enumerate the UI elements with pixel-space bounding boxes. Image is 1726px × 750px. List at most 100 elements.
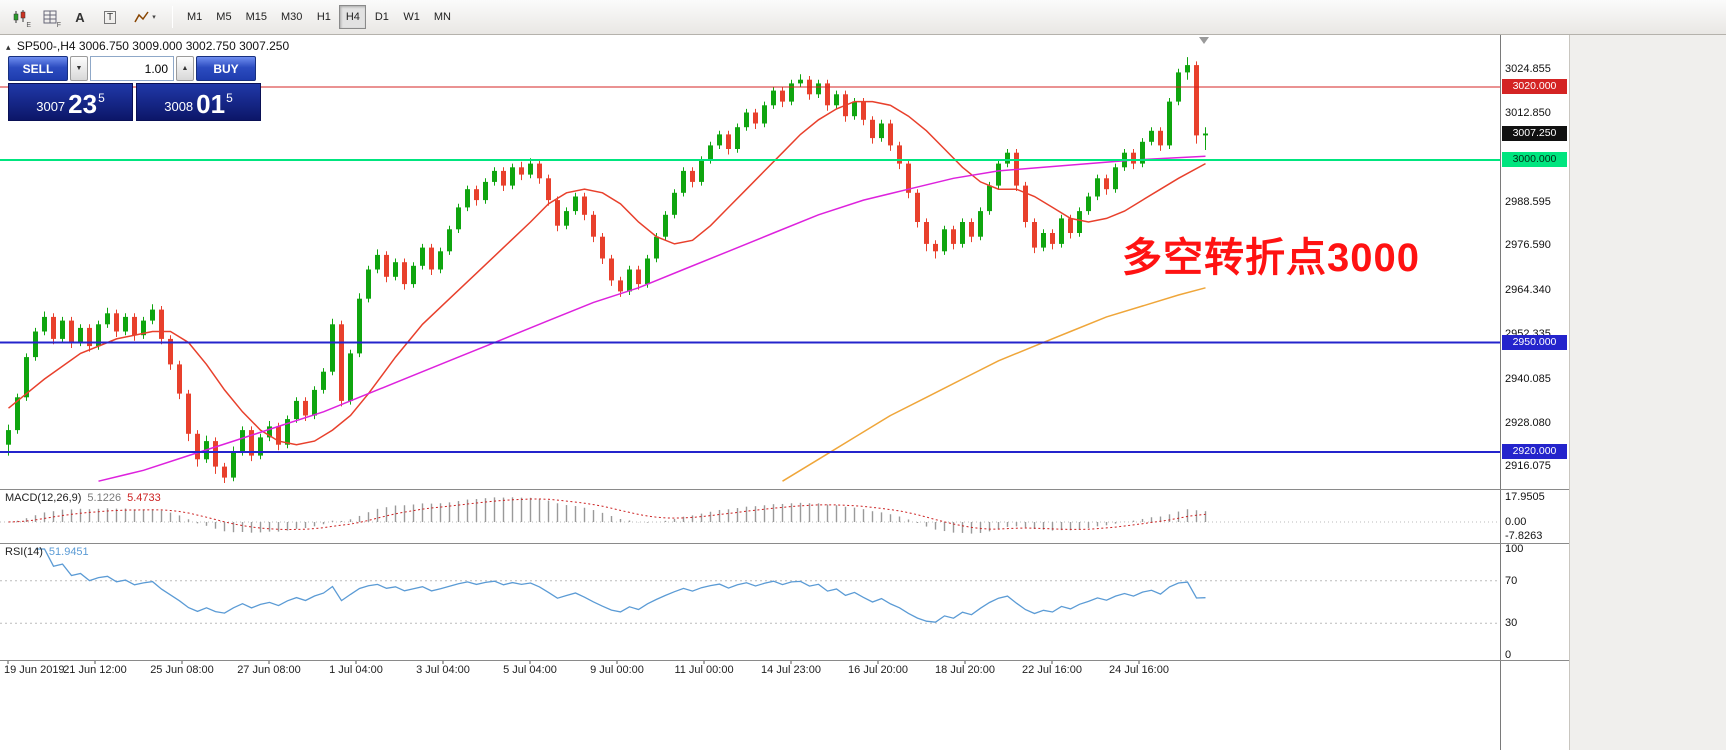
candles-layer [6, 57, 1208, 483]
right-filler-panel [1569, 35, 1726, 750]
timeframe-mn-button[interactable]: MN [428, 5, 457, 29]
timeframe-h1-button[interactable]: H1 [310, 5, 337, 29]
timeframe-h4-button[interactable]: H4 [339, 5, 367, 29]
ohlc-values-label: 3006.750 3009.000 3002.750 3007.250 [78, 39, 290, 53]
pane-separator[interactable] [0, 543, 1569, 544]
timeframe-m1-button[interactable]: M1 [181, 5, 208, 29]
buy-button[interactable]: BUY [196, 56, 256, 81]
pane-separator [0, 660, 1569, 661]
rsi-line [35, 548, 1206, 623]
rsi-tick-label: 0 [1505, 649, 1512, 661]
price-axis[interactable]: 3024.855 3012.850 2988.595 2976.590 2964.340… [1500, 35, 1569, 750]
timeframe-group: M1 M5 M15 M30 H1 H4 D1 W1 MN [181, 5, 457, 29]
subscript-label: F [56, 22, 61, 29]
letter-a-icon: A [75, 9, 85, 25]
chart-region: ▴ SP500-,H4 3006.750 3009.000 3002.750 3… [0, 35, 1500, 750]
macd-tick-label: 17.9505 [1505, 491, 1545, 503]
chart-canvas[interactable] [0, 35, 1500, 685]
price-tick-label: 2940.085 [1505, 372, 1551, 385]
price-badge: 3007.250 [1502, 125, 1567, 141]
price-tick-label: 2964.340 [1505, 284, 1551, 297]
time-axis-label: 3 Jul 04:00 [416, 664, 470, 676]
price-tick-label: 2976.590 [1505, 239, 1551, 252]
symbol-timeframe-label: SP500-,H4 [16, 39, 76, 53]
letter-t-icon: T [103, 10, 117, 24]
time-axis-label: 9 Jul 00:00 [590, 664, 644, 676]
time-axis-label: 19 Jun 2019 [4, 664, 65, 676]
buy-price-big-digits: 01 [196, 89, 226, 119]
macd-value: 5.1226 [87, 492, 122, 504]
macd-signal-value: 5.4733 [127, 492, 161, 504]
time-axis-label: 27 Jun 08:00 [237, 664, 301, 676]
macd-name: MACD(12,26,9) [5, 492, 82, 504]
price-tick-label: 3024.855 [1505, 63, 1551, 76]
rsi-value: 51.9451 [48, 546, 89, 558]
rsi-tick-label: 30 [1505, 617, 1518, 630]
candlestick-chart-icon [13, 9, 26, 23]
grid-icon [43, 10, 56, 23]
macd-indicator-label: MACD(12,26,9) 5.1226 5.4733 [5, 492, 161, 504]
ma-orange-line [782, 287, 1206, 482]
chevron-down-icon: ▾ [152, 14, 156, 21]
sell-price-big-digits: 23 [68, 89, 98, 119]
volume-down-button[interactable]: ▼ [70, 56, 88, 81]
text-box-button[interactable]: T [96, 4, 124, 30]
timeframe-d1-button[interactable]: D1 [368, 5, 395, 29]
rsi-tick-label: 100 [1505, 543, 1524, 555]
time-axis-label: 22 Jul 16:00 [1022, 664, 1082, 676]
time-axis-label: 5 Jul 04:00 [503, 664, 557, 676]
price-tick-label: 3012.850 [1505, 107, 1551, 120]
price-tick-label: 2988.595 [1505, 195, 1551, 208]
price-tick-label: 2928.080 [1505, 416, 1551, 429]
sell-button[interactable]: SELL [8, 56, 68, 81]
time-axis-label: 25 Jun 08:00 [150, 664, 214, 676]
toolbar-separator [172, 6, 173, 28]
trendline-icon [134, 11, 149, 23]
rsi-name: RSI(14) [5, 546, 43, 558]
buy-price-display[interactable]: 3008 01 5 [136, 83, 261, 121]
volume-input[interactable] [90, 56, 174, 81]
price-badge: 2920.000 [1502, 444, 1567, 459]
time-axis-label: 14 Jul 23:00 [761, 664, 821, 676]
price-badge: 2950.000 [1502, 334, 1567, 350]
macd-histogram [16, 497, 1207, 534]
sell-price-display[interactable]: 3007 23 5 [8, 83, 133, 121]
timeframe-w1-button[interactable]: W1 [397, 5, 426, 29]
timeframe-m30-button[interactable]: M30 [275, 5, 308, 29]
candlestick-chart-button[interactable]: E [6, 4, 34, 30]
timeframe-m15-button[interactable]: M15 [240, 5, 273, 29]
chart-annotation[interactable]: 多空转折点3000 [1122, 236, 1420, 280]
price-tick-label: 2916.075 [1505, 460, 1551, 473]
buy-price-prefix: 3008 [164, 99, 194, 114]
panel-toggle-icon[interactable]: ▴ [6, 42, 11, 52]
time-axis-label: 24 Jul 16:00 [1109, 664, 1169, 676]
buy-price-sup-digit: 5 [226, 91, 233, 105]
sell-price-prefix: 3007 [36, 99, 66, 114]
pane-separator[interactable] [0, 489, 1569, 490]
text-label-button[interactable]: A [66, 4, 94, 30]
grid-button[interactable]: F [36, 4, 64, 30]
subscript-label: E [26, 22, 31, 29]
macd-signal-line [8, 498, 1206, 531]
toolbar: E F A T ▾ M1 M5 M15 M30 [0, 0, 1726, 35]
sell-price-sup-digit: 5 [98, 91, 105, 105]
chart-shift-marker-icon[interactable] [1199, 37, 1209, 44]
price-badge: 3020.000 [1502, 79, 1567, 94]
time-axis-label: 21 Jun 12:00 [63, 664, 127, 676]
rsi-tick-label: 70 [1505, 574, 1518, 587]
price-badge: 3000.000 [1502, 152, 1567, 167]
macd-tick-label: 0.00 [1505, 516, 1527, 528]
ma-red-line [8, 100, 1206, 446]
time-axis[interactable]: 19 Jun 2019 21 Jun 12:00 25 Jun 08:00 27 Ju… [0, 664, 1500, 680]
rsi-indicator-label: RSI(14) 51.9451 [5, 546, 89, 558]
time-axis-label: 16 Jul 20:00 [848, 664, 908, 676]
volume-up-button[interactable]: ▲ [176, 56, 194, 81]
macd-tick-label: -7.8263 [1505, 529, 1543, 542]
time-axis-label: 1 Jul 04:00 [329, 664, 383, 676]
ma-magenta-line [98, 155, 1206, 482]
time-axis-label: 11 Jul 00:00 [674, 664, 734, 676]
draw-tools-button[interactable]: ▾ [126, 4, 164, 30]
timeframe-m5-button[interactable]: M5 [210, 5, 237, 29]
